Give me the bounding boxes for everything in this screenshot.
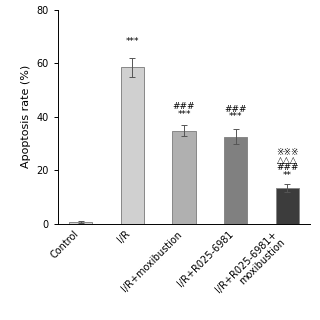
Text: ***: *** <box>126 37 139 46</box>
Bar <box>172 131 196 224</box>
Bar <box>224 137 247 224</box>
Bar <box>121 67 144 224</box>
Text: ###: ### <box>173 102 195 111</box>
Bar <box>276 188 299 224</box>
Text: ###: ### <box>276 163 299 172</box>
Text: ###: ### <box>224 105 247 114</box>
Y-axis label: Apoptosis rate (%): Apoptosis rate (%) <box>21 65 31 168</box>
Text: △△△: △△△ <box>277 156 298 165</box>
Text: **: ** <box>283 171 292 180</box>
Text: ***: *** <box>229 112 242 121</box>
Bar <box>69 222 92 224</box>
Text: ※※※: ※※※ <box>276 148 299 157</box>
Text: ***: *** <box>177 110 191 119</box>
